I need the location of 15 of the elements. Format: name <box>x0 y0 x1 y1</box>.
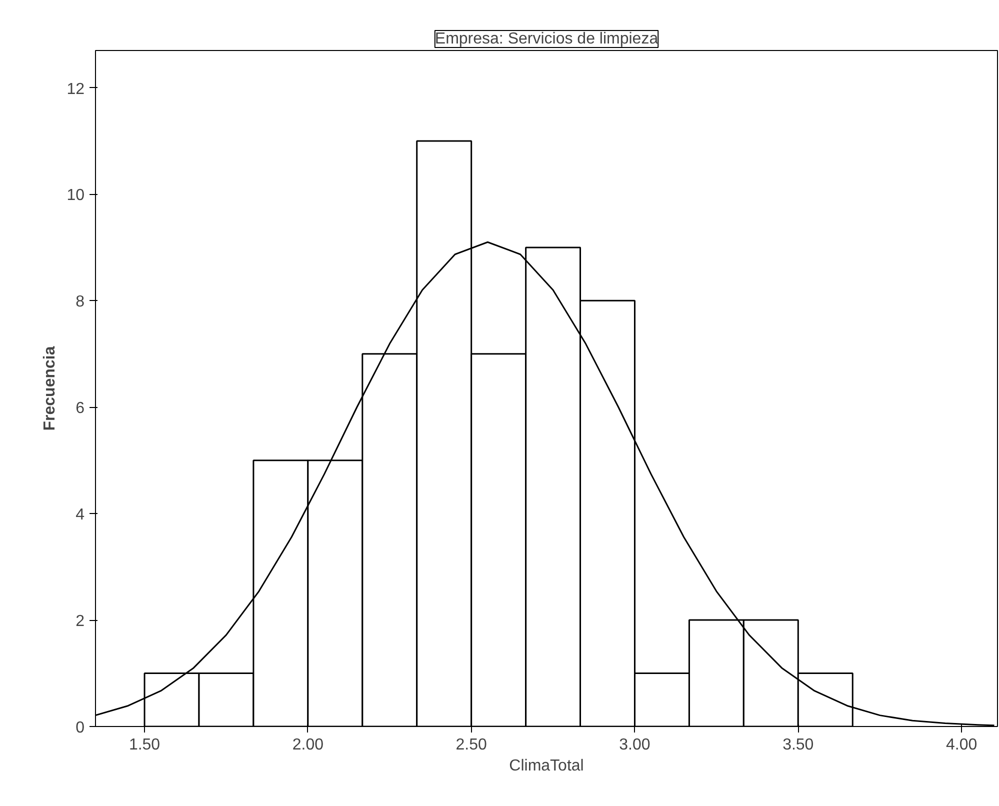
y-tick-label: 0 <box>76 720 85 736</box>
y-tick-label: 6 <box>76 400 85 418</box>
x-tick-label: 1.50 <box>128 736 160 754</box>
y-axis-title: Frecuencia <box>42 346 59 431</box>
y-tick-label: 4 <box>76 506 85 524</box>
x-tick-label: 4.00 <box>946 736 978 754</box>
y-tick-label: 8 <box>76 294 85 311</box>
x-tick-label: 2.00 <box>292 736 324 754</box>
x-tick-label: 2.50 <box>456 736 488 754</box>
y-tick-label: 2 <box>76 613 85 630</box>
x-axis-title: ClimaTotal <box>509 758 584 774</box>
x-tick-label: 3.00 <box>619 736 650 754</box>
x-tick-label: 3.50 <box>782 736 814 754</box>
y-tick-label: 12 <box>66 80 85 98</box>
y-tick-label: 10 <box>66 187 85 204</box>
